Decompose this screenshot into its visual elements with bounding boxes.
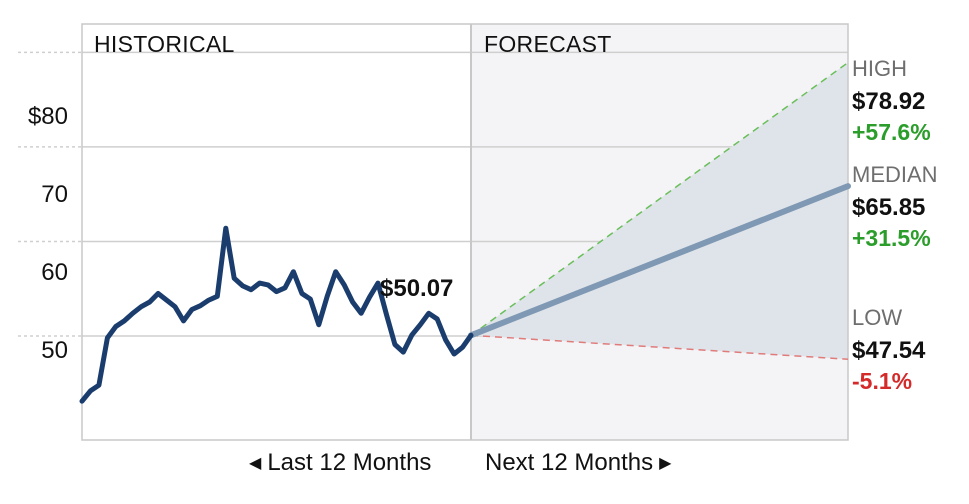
triangle-right-icon: ▶	[659, 455, 672, 472]
triangle-left-icon: ◀	[249, 455, 262, 472]
high-change: +57.6%	[852, 119, 931, 145]
historical-label: HISTORICAL	[94, 31, 235, 57]
high-value: $78.92	[852, 88, 926, 115]
high-heading: HIGH	[852, 56, 907, 81]
low-forecast-line	[470, 334, 849, 361]
median-value: $65.85	[852, 194, 926, 221]
forecast-range-band	[471, 62, 848, 360]
high-forecast-line	[470, 61, 849, 336]
low-change: -5.1%	[852, 368, 913, 394]
median-change: +31.5%	[852, 225, 931, 251]
last-12-months-label: Last 12 Months	[267, 449, 432, 476]
y-tick-80: $80	[27, 103, 68, 130]
low-value: $47.54	[852, 337, 926, 364]
median-forecast-line	[468, 183, 851, 339]
y-tick-50: 50	[41, 337, 68, 364]
next-12-months-label: Next 12 Months	[485, 449, 654, 476]
next-12-months-button[interactable]: Next 12 Months ▶	[485, 449, 677, 477]
historical-price-line	[79, 225, 474, 404]
chart-frame	[81, 23, 849, 441]
last-price-label: $50.07	[380, 275, 454, 302]
y-tick-70: 70	[41, 181, 68, 208]
forecast-label: FORECAST	[484, 31, 612, 57]
y-tick-60: 60	[41, 259, 68, 286]
median-heading: MEDIAN	[852, 162, 938, 187]
last-12-months-button[interactable]: ◀ Last 12 Months	[243, 449, 431, 477]
low-heading: LOW	[852, 305, 903, 330]
